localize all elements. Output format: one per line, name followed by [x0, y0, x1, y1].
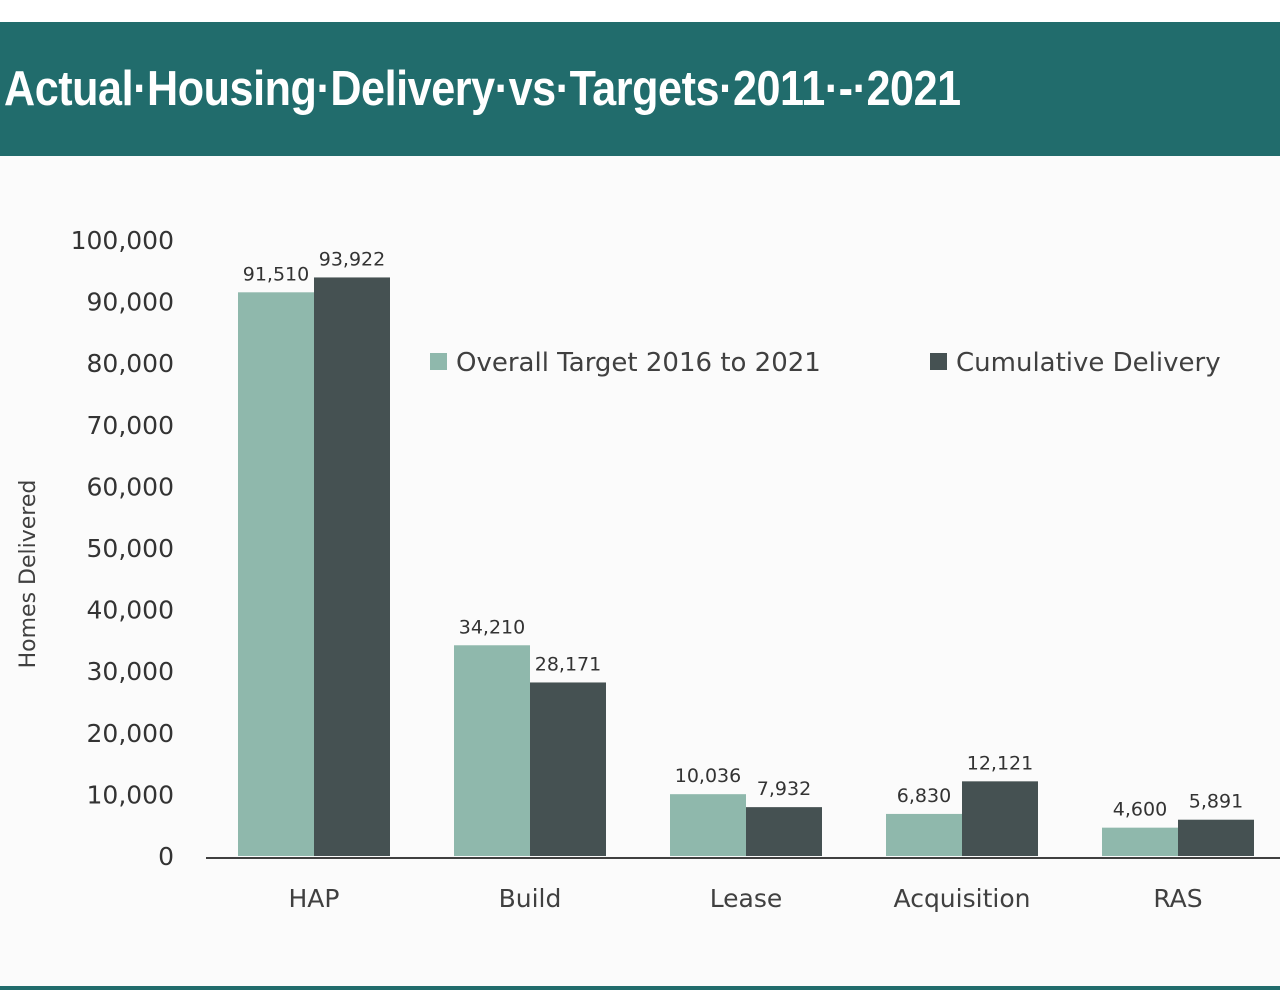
- data-label: 5,891: [1189, 791, 1243, 813]
- category-labels: HAP Build Lease Acquisition RAS: [289, 884, 1203, 913]
- bar-build-target: [454, 645, 530, 856]
- data-labels: 91,510 93,922 34,210 28,171 10,036 7,932 6,830…: [243, 248, 1243, 820]
- bars: [238, 277, 1254, 856]
- data-label: 91,510: [243, 263, 309, 285]
- y-tick-label: 90,000: [87, 288, 174, 317]
- bottom-rule: [0, 986, 1280, 990]
- data-label: 6,830: [897, 785, 951, 807]
- legend-swatch-delivery: [930, 353, 947, 370]
- bar-build-delivery: [530, 682, 606, 856]
- bar-ras-target: [1102, 827, 1178, 856]
- y-axis-ticks: 0 10,000 20,000 30,000 40,000 50,000 60,000 70,…: [71, 226, 174, 871]
- chart-title: Actual·Housing·Delivery·vs·Targets·2011·…: [4, 62, 961, 116]
- bar-acquisition-delivery: [962, 781, 1038, 856]
- y-tick-label: 10,000: [87, 780, 174, 809]
- y-tick-label: 0: [158, 842, 174, 871]
- bar-hap-delivery: [314, 277, 390, 856]
- data-label: 10,036: [675, 765, 741, 787]
- x-category-label: Lease: [710, 884, 783, 913]
- y-tick-label: 80,000: [87, 349, 174, 378]
- bar-hap-target: [238, 292, 314, 856]
- x-category-label: Acquisition: [894, 884, 1031, 913]
- legend-swatch-target: [430, 353, 447, 370]
- y-tick-label: 20,000: [87, 719, 174, 748]
- chart-area: Homes Delivered 0 10,000 20,000 30,000 40,00…: [0, 156, 1280, 986]
- legend-label-delivery: Cumulative Delivery: [956, 348, 1221, 378]
- y-tick-label: 60,000: [87, 472, 174, 501]
- bar-lease-delivery: [746, 807, 822, 856]
- data-label: 12,121: [967, 752, 1033, 774]
- data-label: 7,932: [757, 778, 811, 800]
- y-tick-label: 70,000: [87, 411, 174, 440]
- bar-ras-delivery: [1178, 819, 1254, 856]
- bar-lease-target: [670, 794, 746, 856]
- data-label: 34,210: [459, 616, 525, 638]
- data-label: 93,922: [319, 248, 385, 270]
- title-bar: Actual·Housing·Delivery·vs·Targets·2011·…: [0, 22, 1280, 156]
- data-label: 28,171: [535, 653, 601, 675]
- y-tick-label: 50,000: [87, 534, 174, 563]
- x-category-label: HAP: [289, 884, 340, 913]
- bar-acquisition-target: [886, 813, 962, 856]
- y-tick-label: 100,000: [71, 226, 174, 255]
- y-tick-label: 40,000: [87, 596, 174, 625]
- legend-label-target: Overall Target 2016 to 2021: [456, 348, 821, 378]
- legend: Overall Target 2016 to 2021 Cumulative D…: [430, 348, 1221, 378]
- x-category-label: RAS: [1153, 884, 1202, 913]
- bar-chart: Homes Delivered 0 10,000 20,000 30,000 40,00…: [16, 226, 1280, 913]
- data-label: 4,600: [1113, 799, 1167, 821]
- x-category-label: Build: [499, 884, 562, 913]
- y-tick-label: 30,000: [87, 657, 174, 686]
- y-axis-title: Homes Delivered: [16, 480, 41, 669]
